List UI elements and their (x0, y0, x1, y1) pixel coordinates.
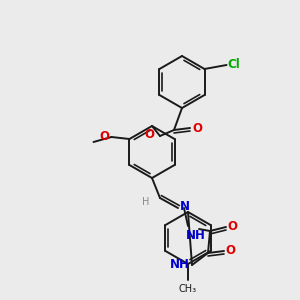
Text: NH: NH (170, 259, 190, 272)
Text: O: O (144, 128, 154, 142)
Text: O: O (225, 244, 235, 257)
Text: N: N (180, 200, 190, 214)
Text: O: O (100, 130, 110, 142)
Text: CH₃: CH₃ (179, 284, 197, 294)
Text: H: H (142, 197, 150, 207)
Text: Cl: Cl (227, 58, 240, 71)
Text: O: O (192, 122, 202, 136)
Text: NH: NH (186, 229, 206, 242)
Text: O: O (227, 220, 237, 233)
